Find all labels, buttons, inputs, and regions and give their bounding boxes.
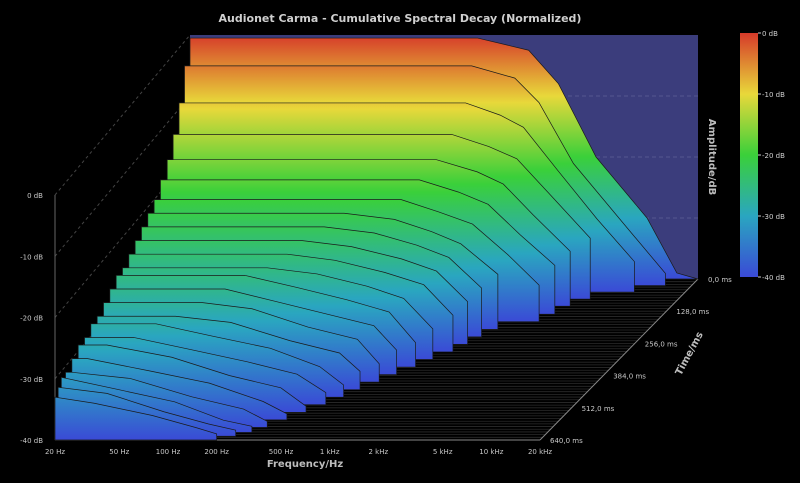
time-axis-ticks: 0,0 ms 128,0 ms 256,0 ms 384,0 ms 512,0 ms 64…	[550, 276, 732, 445]
z-tick-label: 384,0 ms	[613, 373, 646, 381]
decay-slice	[54, 396, 218, 441]
y-tick-label: -40 dB	[20, 437, 43, 445]
colorbar-label: -40 dB	[762, 274, 785, 282]
x-tick-label: 5 kHz	[433, 448, 453, 456]
x-axis-label: Frequency/Hz	[267, 459, 344, 470]
z-tick-label: 512,0 ms	[582, 405, 615, 413]
z-tick-label: 256,0 ms	[645, 340, 678, 348]
chart-title: Audionet Carma - Cumulative Spectral Dec…	[219, 12, 582, 25]
colorbar-ticks: 0 dB -10 dB -20 dB -30 dB -40 dB	[758, 30, 785, 282]
y-axis-label: Amplitude/dB	[706, 119, 717, 195]
colorbar	[740, 33, 758, 277]
colorbar-label: -20 dB	[762, 152, 785, 160]
amplitude-axis-ticks: 0 dB -10 dB -20 dB -30 dB -40 dB	[20, 192, 43, 445]
x-tick-label: 50 Hz	[109, 448, 129, 456]
x-tick-label: 100 Hz	[156, 448, 181, 456]
z-tick-label: 640,0 ms	[550, 437, 583, 445]
depth-guide	[54, 34, 191, 196]
z-tick-label: 128,0 ms	[676, 308, 709, 316]
y-tick-label: -10 dB	[20, 253, 43, 261]
x-tick-label: 20 kHz	[528, 448, 552, 456]
x-tick-label: 20 Hz	[45, 448, 65, 456]
x-tick-label: 200 Hz	[204, 448, 229, 456]
y-tick-label: 0 dB	[27, 192, 43, 200]
decay-slices	[54, 37, 699, 441]
y-tick-label: -20 dB	[20, 315, 43, 323]
x-tick-label: 2 kHz	[368, 448, 388, 456]
colorbar-label: -30 dB	[762, 213, 785, 221]
z-axis-label: Time/ms	[674, 330, 706, 377]
colorbar-label: -10 dB	[762, 91, 785, 99]
y-tick-label: -30 dB	[20, 376, 43, 384]
x-tick-label: 1 kHz	[320, 448, 340, 456]
frequency-axis-ticks: 20 Hz 50 Hz 100 Hz 200 Hz 500 Hz 1 kHz 2 kHz 5 …	[45, 448, 552, 456]
time-axis-line	[539, 278, 699, 441]
x-tick-label: 10 kHz	[479, 448, 503, 456]
z-tick-label: 0,0 ms	[708, 276, 732, 284]
x-tick-label: 500 Hz	[269, 448, 294, 456]
depth-guide	[54, 95, 191, 257]
colorbar-label: 0 dB	[762, 30, 778, 38]
